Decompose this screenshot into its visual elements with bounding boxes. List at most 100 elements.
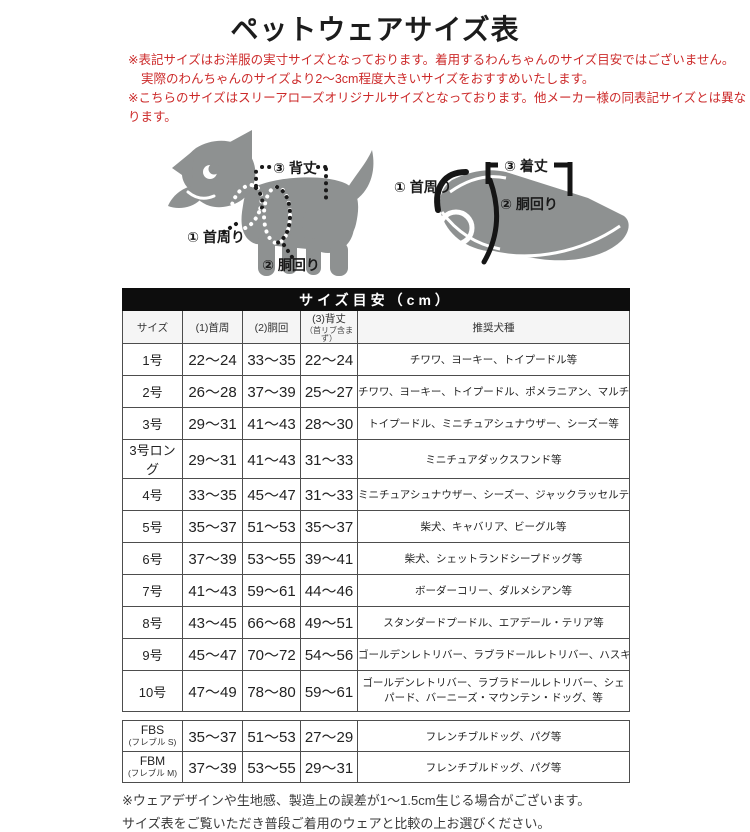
- back-cell: 49～51: [300, 606, 358, 639]
- garment-silhouette: [439, 170, 629, 261]
- neck-cell: 29～31: [182, 439, 243, 479]
- back-cell: 39～41: [300, 542, 358, 575]
- breeds-cell: チワワ、ヨーキー、トイプードル、ポメラニアン、マルチーズ等: [357, 375, 630, 408]
- col-header-back: (3)背丈 （首リブ含まず）: [300, 310, 358, 344]
- girth-cell: 53～55: [242, 751, 301, 783]
- girth-leader-line: [282, 243, 294, 259]
- breeds-cell: 柴犬、キャバリア、ビーグル等: [357, 510, 630, 543]
- neck-cell: 41～43: [182, 574, 243, 607]
- breeds-cell: フレンチブルドッグ、パグ等: [357, 720, 630, 752]
- back-cell: 29～31: [300, 751, 358, 783]
- girth-measure-arc: [275, 185, 293, 245]
- size-sub-label: (フレブル S): [128, 737, 177, 748]
- bottom-note-line: サイズ表をご覧いただき普段ご着用のウェアと比較の上お選びください。: [122, 816, 551, 831]
- table-row: 1号 22～24 33～35 22～24 チワワ、ヨーキー、トイプードル等: [122, 343, 630, 376]
- neck-measure-arc: [434, 169, 469, 213]
- garment-length-label: ③ 着丈: [504, 158, 548, 174]
- size-cell: 9号: [122, 638, 183, 671]
- size-cell: 4号: [122, 478, 183, 511]
- girth-cell: 51～53: [242, 510, 301, 543]
- back-cell: 54～56: [300, 638, 358, 671]
- col-header-breeds: 推奨犬種: [357, 310, 630, 344]
- length-bracket: [485, 162, 573, 196]
- table-row: 5号 35～37 51～53 35～37 柴犬、キャバリア、ビーグル等: [122, 510, 630, 543]
- girth-cell: 70～72: [242, 638, 301, 671]
- table-row: 10号 47～49 78～80 59～61 ゴールデンレトリバー、ラブラドールレ…: [122, 670, 630, 712]
- back-cell: 59～61: [300, 670, 358, 712]
- girth-cell: 33～35: [242, 343, 301, 376]
- breeds-cell: ボーダーコリー、ダルメシアン等: [357, 574, 630, 607]
- size-table: サイズ目安（cm） サイズ (1)首周 (2)胴回 (3)背丈 （首リブ含まず） …: [122, 288, 630, 712]
- girth-cell: 41～43: [242, 439, 301, 479]
- breeds-cell: チワワ、ヨーキー、トイプードル等: [357, 343, 630, 376]
- neck-cell: 29～31: [182, 407, 243, 440]
- table-banner-row: サイズ目安（cm）: [122, 288, 630, 311]
- bottom-note-line: ※ウェアデザインや生地感、製造上の誤差が1～1.5cm生じる場合がございます。: [122, 793, 591, 808]
- back-cell: 31～33: [300, 439, 358, 479]
- garment-measurement-diagram: ③ 着丈 ① 首周り ② 胴回り: [394, 158, 629, 265]
- breeds-cell: ゴールデンレトリバー、ラブラドールレトリバー、ハスキー等: [357, 638, 630, 671]
- french-bulldog-size-table: FBS (フレブル S) 35～37 51～53 27～29 フレンチブルドッグ、…: [122, 720, 630, 783]
- breeds-cell: ゴールデンレトリバー、ラブラドールレトリバー、シェパード、バーニーズ・マウンテン…: [357, 670, 630, 712]
- table-row: 8号 43～45 66～68 49～51 スタンダードプードル、エアデール・テリ…: [122, 606, 630, 639]
- col-header-girth: (2)胴回: [242, 310, 301, 344]
- back-cell: 22～24: [300, 343, 358, 376]
- neck-cell: 22～24: [182, 343, 243, 376]
- col-header-back-sub: （首リブ含まず）: [305, 326, 353, 343]
- girth-cell: 78～80: [242, 670, 301, 712]
- breeds-cell: ミニチュアダックスフンド等: [357, 439, 630, 479]
- neck-cell: 33～35: [182, 478, 243, 511]
- dog-measurement-diagram: ③ 背丈 ① 首周り ② 胴回り: [168, 130, 374, 276]
- back-cell: 44～46: [300, 574, 358, 607]
- table-row: FBM (フレブル M) 37～39 53～55 29～31 フレンチブルドッグ、…: [122, 751, 630, 783]
- table-header-row: サイズ (1)首周 (2)胴回 (3)背丈 （首リブ含まず） 推奨犬種: [122, 310, 630, 344]
- back-cell: 31～33: [300, 478, 358, 511]
- breeds-cell: ミニチュアシュナウザー、シーズー、ジャックラッセルテリア等: [357, 478, 630, 511]
- size-cell: 3号: [122, 407, 183, 440]
- neck-cell: 26～28: [182, 375, 243, 408]
- table-row: 3号 29～31 41～43 28～30 トイプードル、ミニチュアシュナウザー、…: [122, 407, 630, 440]
- top-note-line: ※こちらのサイズはスリーアローズオリジナルサイズとなっております。他メーカー様の…: [128, 91, 747, 124]
- size-cell: 5号: [122, 510, 183, 543]
- girth-label: ② 胴回り: [262, 257, 320, 273]
- dog-silhouette: [168, 130, 374, 276]
- size-sub-label: (フレブル M): [127, 768, 178, 779]
- girth-cell: 66～68: [242, 606, 301, 639]
- table-row: 2号 26～28 37～39 25～27 チワワ、ヨーキー、トイプードル、ポメラ…: [122, 375, 630, 408]
- neck-cell: 37～39: [182, 542, 243, 575]
- table-row: 4号 33～35 45～47 31～33 ミニチュアシュナウザー、シーズー、ジャ…: [122, 478, 630, 511]
- size-cell: FBS (フレブル S): [122, 720, 183, 752]
- size-cell: 2号: [122, 375, 183, 408]
- neck-cell: 37～39: [182, 751, 243, 783]
- col-header-neck: (1)首周: [182, 310, 243, 344]
- top-notes: ※表記サイズはお洋服の実寸サイズとなっております。着用するわんちゃんのサイズ目安…: [128, 51, 750, 127]
- col-header-size: サイズ: [122, 310, 183, 344]
- table-row: 6号 37～39 53～55 39～41 柴犬、シェットランドシープドッグ等: [122, 542, 630, 575]
- neck-measure-ellipse: [228, 183, 264, 231]
- neck-leader-line: [220, 222, 238, 235]
- neck-cell: 45～47: [182, 638, 243, 671]
- size-cell: 1号: [122, 343, 183, 376]
- back-length-line: [254, 164, 328, 202]
- neck-label: ① 首周り: [187, 229, 245, 245]
- dog-mouth: [186, 190, 216, 200]
- leg-hole: [437, 209, 475, 247]
- neck-cell: 47～49: [182, 670, 243, 712]
- size-cell: 6号: [122, 542, 183, 575]
- neck-cell: 43～45: [182, 606, 243, 639]
- back-cell: 27～29: [300, 720, 358, 752]
- neck-cell: 35～37: [182, 720, 243, 752]
- size-cell: FBM (フレブル M): [122, 751, 183, 783]
- table-banner: サイズ目安（cm）: [122, 288, 630, 311]
- girth-cell: 59～61: [242, 574, 301, 607]
- back-cell: 25～27: [300, 375, 358, 408]
- neck-label: ① 首周り: [394, 179, 452, 195]
- girth-measure-line: [481, 177, 500, 265]
- top-note-line: 実際のわんちゃんのサイズより2～3cm程度大きいサイズをおすすめいたします。: [141, 72, 595, 86]
- size-table-section: サイズ目安（cm） サイズ (1)首周 (2)胴回 (3)背丈 （首リブ含まず） …: [122, 288, 630, 783]
- table-row: 3号ロング 29～31 41～43 31～33 ミニチュアダックスフンド等: [122, 439, 630, 479]
- size-cell: 7号: [122, 574, 183, 607]
- back-cell: 28～30: [300, 407, 358, 440]
- page-title: ペットウェアサイズ表: [230, 14, 520, 45]
- breeds-cell: トイプードル、ミニチュアシュナウザー、シーズー等: [357, 407, 630, 440]
